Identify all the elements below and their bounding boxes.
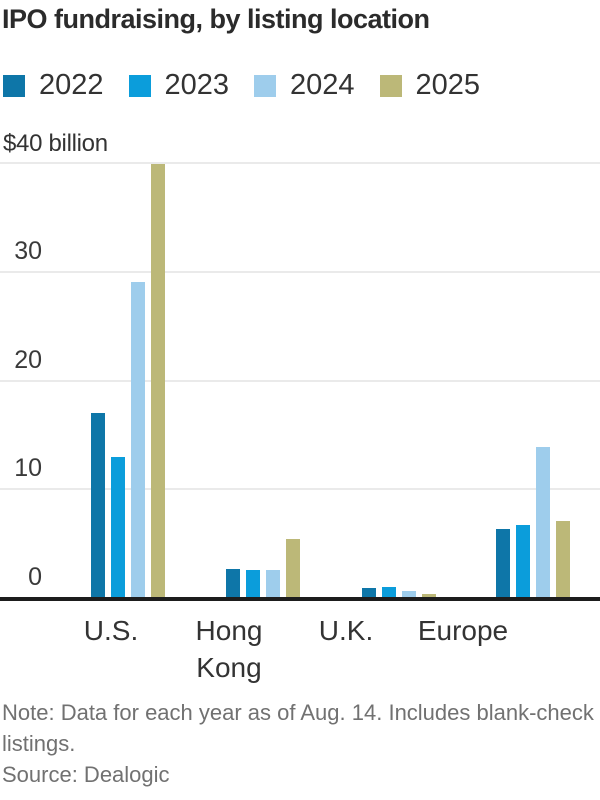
legend: 2022 2023 2024 2025: [3, 69, 480, 102]
y-tick-0: 0: [28, 563, 42, 591]
gridline-30: [0, 270, 600, 273]
x-label-europe: Europe: [417, 615, 509, 646]
bar-group-europe: [496, 163, 570, 597]
bar-2023-europe: [516, 525, 530, 597]
y-tick-20: 20: [14, 345, 42, 374]
x-label-u-s: U.S.: [83, 615, 139, 646]
legend-label-2023: 2023: [164, 69, 230, 101]
source-text: Source: Dealogic: [2, 762, 170, 787]
bar-2022-europe: [496, 528, 510, 597]
bar-2022-hong-kong: [226, 568, 240, 597]
legend-swatch-2023: [128, 74, 151, 97]
y-tick-30: 30: [14, 236, 42, 265]
legend-swatch-2024: [254, 74, 277, 97]
legend-label-2024: 2024: [290, 69, 355, 101]
legend-label-2025: 2025: [415, 69, 481, 101]
legend-label-2022: 2022: [39, 69, 104, 101]
x-label-hong-kong: Hong Kong: [195, 615, 263, 683]
y-tick-10: 10: [14, 454, 42, 483]
gridline-40: [0, 162, 600, 164]
bar-group-u-k: [362, 163, 436, 597]
bar-2024-europe: [536, 446, 550, 597]
bar-2024-hong-kong: [266, 569, 280, 597]
bar-group-hong-kong: [226, 163, 300, 597]
bar-2025-hong-kong: [286, 539, 300, 597]
x-axis-line: [0, 597, 600, 601]
gridline-20: [0, 379, 600, 382]
bar-group-u-s: [91, 163, 165, 597]
legend-swatch-2025: [379, 74, 402, 97]
plot-area: 0 10 20 30 $40 billion: [0, 130, 600, 601]
x-axis-labels: U.S. Hong Kong U.K. Europe: [0, 610, 600, 696]
bar-2025-u-k: [422, 594, 436, 597]
legend-item-2023: 2023: [128, 69, 230, 102]
legend-item-2024: 2024: [254, 69, 355, 102]
footnotes: Note: Data for each year as of Aug. 14. …: [2, 697, 598, 790]
chart-title: IPO fundraising, by listing location: [2, 4, 430, 34]
legend-swatch-2022: [3, 74, 25, 97]
bar-2023-u-k: [382, 587, 396, 597]
y-axis-top-label: $40 billion: [3, 130, 108, 157]
note-text: Note: Data for each year as of Aug. 14. …: [2, 700, 594, 756]
legend-item-2022: 2022: [3, 69, 104, 102]
bar-2022-u-s: [91, 413, 105, 597]
legend-item-2025: 2025: [379, 69, 481, 102]
gridline-10: [0, 488, 600, 491]
bar-2023-u-s: [111, 456, 125, 597]
bar-2022-u-k: [362, 588, 376, 597]
bar-2024-u-k: [402, 590, 416, 597]
bar-2024-u-s: [131, 281, 145, 597]
bar-2023-hong-kong: [246, 569, 260, 597]
x-label-u-k: U.K.: [318, 615, 374, 646]
bar-2025-europe: [556, 520, 570, 597]
bar-2025-u-s: [151, 164, 165, 597]
